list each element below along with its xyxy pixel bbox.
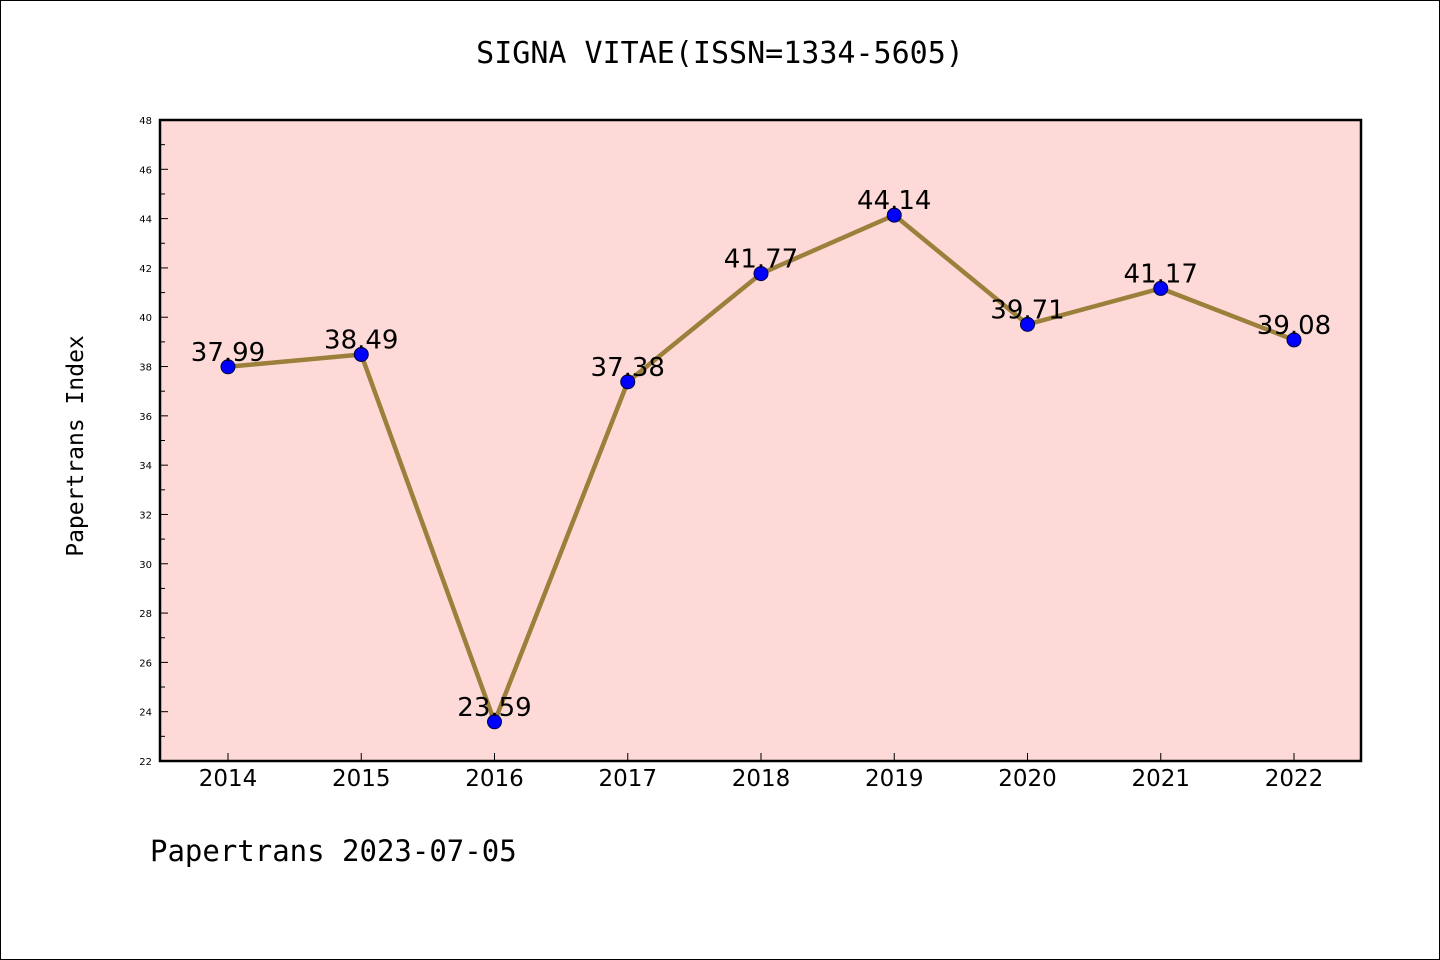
y-tick-label: 48 (139, 116, 152, 127)
data-markers (220, 207, 1302, 730)
y-tick-label: 46 (139, 165, 152, 176)
data-point (753, 266, 769, 282)
y-tick-label: 38 (139, 363, 152, 374)
x-tick-label: 2020 (998, 766, 1057, 792)
x-tick-label: 2014 (199, 766, 258, 792)
y-axis: 22 24 26 28 30 32 34 36 38 40 42 44 46 48 (139, 116, 168, 768)
data-label: 41.77 (724, 245, 798, 275)
y-tick-label: 34 (139, 461, 152, 472)
x-tick-label: 2017 (598, 766, 657, 792)
chart-title: SIGNA VITAE(ISSN=1334-5605) (476, 36, 964, 71)
data-label: 37.38 (591, 353, 665, 383)
data-point (620, 374, 636, 390)
data-label: 38.49 (324, 325, 398, 355)
data-label: 44.14 (857, 186, 931, 216)
y-tick-label: 36 (139, 412, 152, 423)
data-label: 37.99 (191, 338, 265, 368)
data-label: 23.59 (457, 693, 531, 723)
y-tick-label: 44 (139, 215, 152, 226)
y-tick-label: 30 (139, 560, 152, 571)
x-tick-label: 2015 (332, 766, 391, 792)
data-point (1286, 332, 1302, 348)
data-labels: 37.99 38.49 23.59 37.38 41.77 44.14 39.71 41.17… (191, 186, 1331, 723)
data-label: 39.71 (990, 295, 1064, 325)
y-tick-label: 32 (139, 510, 152, 521)
plot-area (160, 120, 1361, 761)
x-axis: 2014 2015 2016 2017 2018 2019 2020 2021 2022 (199, 753, 1324, 792)
data-label: 39.08 (1257, 311, 1331, 341)
data-point (487, 714, 502, 730)
y-tick-label: 28 (139, 609, 152, 620)
data-point (353, 346, 369, 362)
y-tick-label: 22 (139, 757, 152, 768)
y-tick-label: 40 (139, 313, 152, 324)
x-tick-label: 2018 (732, 766, 791, 792)
data-label: 41.17 (1124, 259, 1198, 289)
data-point (1153, 280, 1169, 296)
x-tick-label: 2016 (465, 766, 524, 792)
x-tick-label: 2021 (1131, 766, 1190, 792)
data-point (886, 207, 902, 223)
y-tick-label: 24 (139, 708, 152, 719)
footer-text: Papertrans 2023-07-05 (150, 834, 517, 868)
plot-border (158, 118, 1363, 763)
y-tick-label: 26 (139, 658, 152, 669)
y-tick-label: 42 (139, 264, 152, 275)
x-tick-label: 2022 (1265, 766, 1324, 792)
data-point (1020, 316, 1035, 332)
x-tick-label: 2019 (865, 766, 924, 792)
data-point (220, 359, 236, 375)
